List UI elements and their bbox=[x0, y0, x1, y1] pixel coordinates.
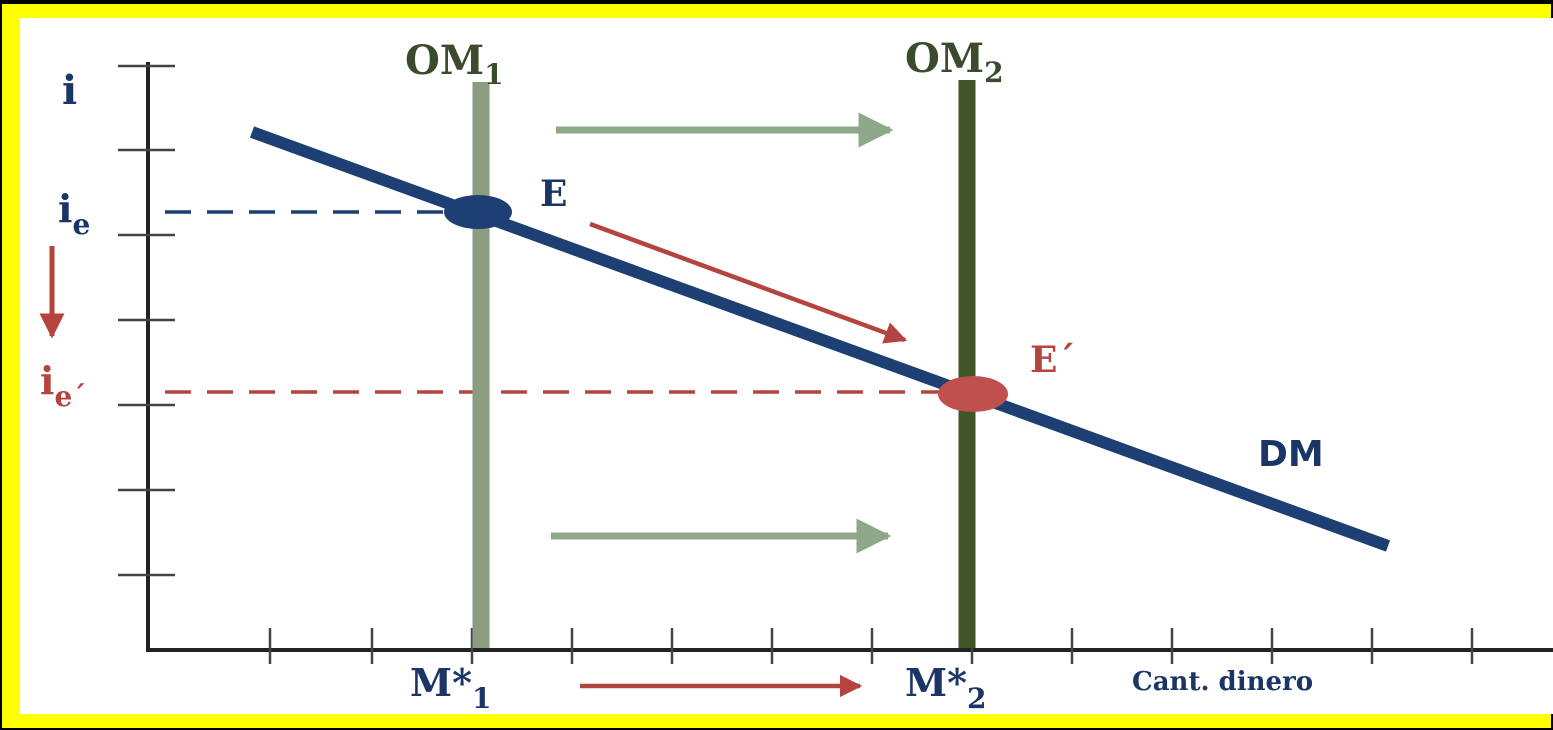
x-axis-ticks bbox=[268, 628, 1474, 664]
equilibrium-move-arrow bbox=[589, 221, 908, 344]
rate-label-ie-prime: ie´ bbox=[40, 358, 86, 413]
y-axis-ticks bbox=[118, 64, 175, 577]
equilibrium-label-e-prime: E´ bbox=[1030, 339, 1075, 381]
x-axis-label: Cant. dinero bbox=[1132, 667, 1313, 697]
axes bbox=[118, 62, 1553, 664]
quantity-label-m1: M*1 bbox=[410, 660, 491, 715]
diagram-panel bbox=[20, 18, 1553, 714]
demand-label: DM bbox=[1258, 434, 1324, 475]
om1-label: OM1 bbox=[405, 37, 504, 91]
money-demand-dm bbox=[249, 126, 1391, 552]
equilibrium-point-e bbox=[444, 195, 512, 229]
equilibrium-point-e-prime bbox=[938, 376, 1008, 412]
quantity-label-m2: M*2 bbox=[905, 660, 986, 715]
rate-label-ie: ie bbox=[58, 186, 90, 241]
om2-label: OM2 bbox=[905, 35, 1004, 89]
equilibrium-label-e: E bbox=[540, 173, 567, 215]
y-axis-label: i bbox=[62, 67, 77, 114]
